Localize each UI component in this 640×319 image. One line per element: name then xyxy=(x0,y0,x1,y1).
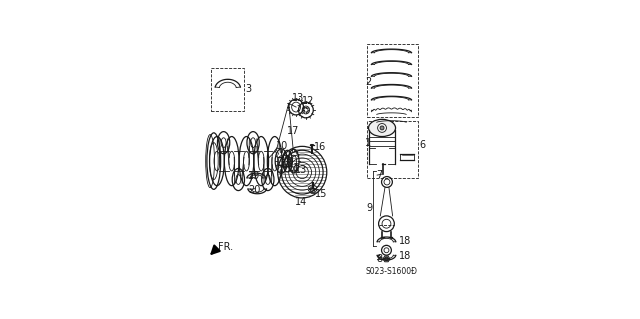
Bar xyxy=(367,44,418,117)
Bar xyxy=(211,68,244,111)
Text: 12: 12 xyxy=(302,96,315,106)
Text: 3: 3 xyxy=(246,84,252,94)
Text: 18: 18 xyxy=(399,236,412,246)
Circle shape xyxy=(385,257,388,261)
Text: 13: 13 xyxy=(292,93,305,103)
Text: 1: 1 xyxy=(365,138,371,148)
Text: 16: 16 xyxy=(314,142,326,152)
Text: FR.: FR. xyxy=(218,242,233,252)
Text: 18: 18 xyxy=(399,251,412,261)
Text: 10: 10 xyxy=(276,141,289,151)
Ellipse shape xyxy=(369,119,396,137)
Text: 17: 17 xyxy=(287,126,299,136)
Text: 9: 9 xyxy=(367,204,373,213)
Text: 14: 14 xyxy=(295,197,307,207)
Circle shape xyxy=(380,126,384,130)
Text: 11: 11 xyxy=(288,163,300,173)
Text: 8: 8 xyxy=(376,254,382,264)
Bar xyxy=(367,121,418,178)
Text: 19: 19 xyxy=(248,171,260,181)
Text: 7: 7 xyxy=(376,170,382,180)
Text: 13: 13 xyxy=(281,159,293,168)
Text: S023-S1600Ð: S023-S1600Ð xyxy=(366,267,418,276)
Text: 2: 2 xyxy=(365,78,372,87)
Text: 13: 13 xyxy=(295,166,308,175)
Text: 6: 6 xyxy=(419,140,425,150)
Text: 20: 20 xyxy=(248,185,260,195)
Text: 15: 15 xyxy=(314,189,327,198)
